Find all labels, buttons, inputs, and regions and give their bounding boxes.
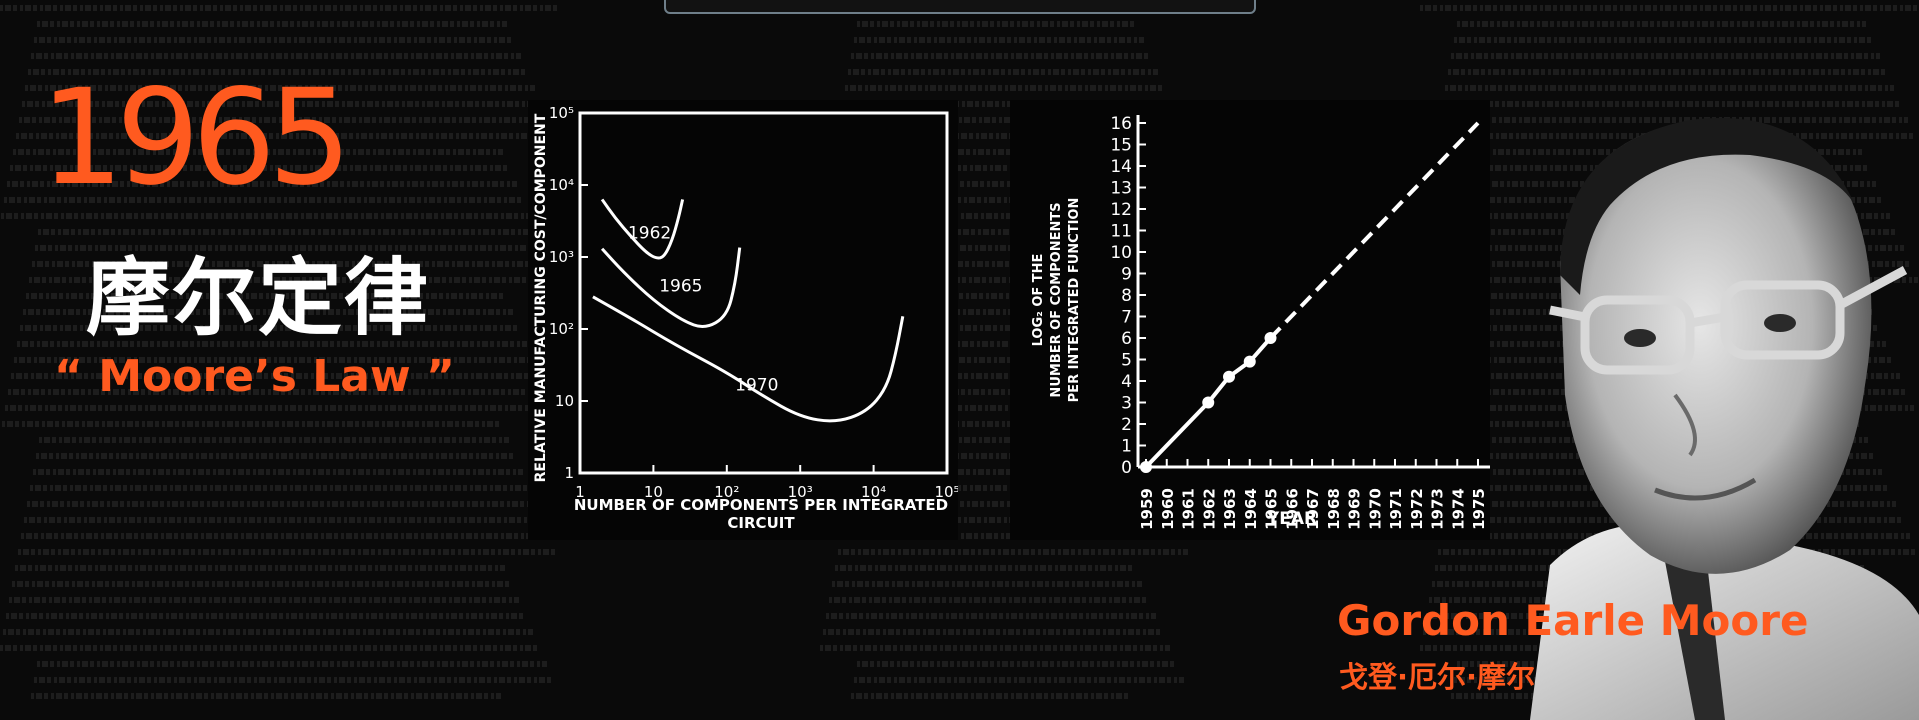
- chart2-y-tick-label: 16: [1110, 114, 1132, 134]
- chart2-x-tick-label: 1965: [1263, 488, 1281, 530]
- title-chinese: 摩尔定律: [86, 249, 431, 347]
- chart2-x-tick-label: 1964: [1242, 488, 1260, 530]
- chart2-y-tick-label: 8: [1121, 286, 1132, 306]
- chart1-y-label: RELATIVE MANUFACTURING COST/COMPONENT: [533, 113, 549, 482]
- chart1-y-tick-label: 10²: [549, 320, 574, 338]
- chart2-y-tick-label: 14: [1110, 157, 1132, 177]
- chart2-x-tick-label: 1969: [1346, 488, 1364, 530]
- chart1-paper: [528, 100, 958, 540]
- chart2-x-tick-label: 1973: [1429, 488, 1447, 530]
- portrait-photo: [1530, 118, 1919, 720]
- person-name-chinese: 戈登·厄尔·摩尔: [1339, 660, 1536, 694]
- chart2-x-tick-label: 1967: [1304, 488, 1322, 530]
- data-point: [1243, 355, 1256, 368]
- chart2-y-tick-label: 2: [1121, 415, 1132, 435]
- chart2-x-tick-label: 1970: [1366, 488, 1384, 530]
- chart2-y-tick-label: 9: [1121, 265, 1132, 285]
- data-point: [1140, 461, 1152, 473]
- series-label-1970: 1970: [735, 375, 778, 395]
- extrapolation-line: [1269, 121, 1480, 340]
- chart2-y-tick-label: 4: [1121, 372, 1132, 392]
- chart2-y-tick-label: 10: [1110, 243, 1132, 263]
- chart1-x-tick-label: 10⁵: [934, 483, 958, 501]
- chart2-y-tick-label: 6: [1121, 329, 1132, 349]
- chart2-x-tick-label: 1963: [1221, 488, 1239, 530]
- cost-per-component-chart: 1 10 10² 10³ 10⁴ 10⁵ 1 10 10² 10³ 10⁴ 10⁵ 1962 1965 1…: [528, 100, 958, 540]
- chart1-y-tick-label: 10⁴: [549, 176, 574, 194]
- series-1962-curve: [600, 198, 685, 260]
- chart2-y-tick-label: 15: [1110, 136, 1132, 156]
- chart1-x-tick-label: 10²: [714, 483, 739, 501]
- person-name: Gordon Earle Moore: [1337, 596, 1809, 645]
- year-heading: 1965: [40, 61, 352, 215]
- chart1-y-tick-label: 10: [555, 392, 574, 410]
- chart1-x-label-line1: NUMBER OF COMPONENTS PER INTEGRATED: [574, 496, 948, 514]
- data-point: [1202, 396, 1215, 409]
- chart2-y-tick-label: 3: [1121, 394, 1132, 414]
- chart2-y-tick-label: 13: [1110, 179, 1132, 199]
- chart2-x-tick-label: 1961: [1180, 488, 1198, 530]
- chart1-x-tick-label: 10⁴: [861, 483, 886, 501]
- chart1-frame: [578, 111, 949, 475]
- chart1-y-tick-label: 10⁵: [549, 104, 574, 122]
- chart2-y-tick-label: 0: [1121, 458, 1132, 478]
- chart2-x-tick-label: 1960: [1159, 488, 1177, 530]
- chart1-y-tick-label: 1: [564, 464, 574, 482]
- title-english: “ Moore’s Law ”: [54, 351, 455, 402]
- window-title-bar: [664, 0, 1256, 14]
- chart2-y-tick-label: 7: [1121, 308, 1132, 328]
- series-1970-curve: [592, 295, 905, 423]
- chart2-x-tick-label: 1972: [1408, 488, 1426, 530]
- chart2-y-label-line1: LOG₂ OF THE: [1031, 254, 1046, 347]
- chart1-y-tick-label: 10³: [549, 248, 574, 266]
- series-label-1965: 1965: [659, 277, 702, 297]
- chart2-x-tick-label: 1971: [1387, 488, 1405, 530]
- series-1965-curve: [600, 247, 742, 329]
- chart2-y-tick-label: 11: [1110, 222, 1132, 242]
- chart1-x-tick-label: 10³: [788, 483, 813, 501]
- chart2-x-tick-label: 1975: [1470, 488, 1488, 530]
- chart2-y-tick-label: 1: [1121, 437, 1132, 457]
- chart2-x-tick-label: 1962: [1200, 488, 1218, 530]
- chart2-paper: [1010, 100, 1490, 540]
- chart2-y-label-line2: NUMBER OF COMPONENTS: [1049, 202, 1064, 397]
- chart2-y-tick-label: 12: [1110, 200, 1132, 220]
- chart2-x-tick-label: 1966: [1283, 488, 1301, 530]
- chart2-x-tick-label: 1968: [1325, 488, 1343, 530]
- chart2-x-label: YEAR: [1266, 509, 1317, 529]
- chart2-x-tick-label: 1974: [1449, 488, 1467, 530]
- chart1-x-tick-label: 1: [575, 483, 585, 501]
- chart2-y-label-line3: PER INTEGRATED FUNCTION: [1067, 198, 1082, 403]
- data-point: [1223, 370, 1235, 383]
- chart1-x-label-line2: CIRCUIT: [727, 514, 795, 532]
- chart2-x-tick-label: 1959: [1138, 488, 1156, 530]
- chart1-x-tick-label: 10: [644, 483, 663, 501]
- chart2-y-tick-label: 5: [1121, 351, 1132, 371]
- series-label-1962: 1962: [628, 224, 671, 244]
